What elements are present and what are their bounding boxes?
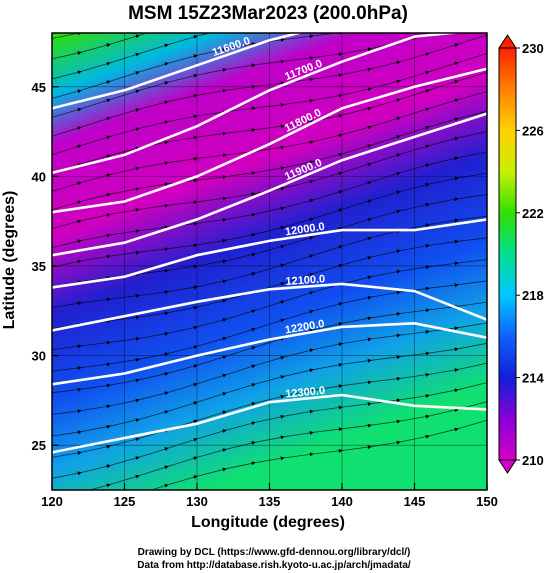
contour-line (52, 33, 304, 110)
contour-line (52, 282, 487, 332)
colorbar-ticks: 210 214 218 222 226 230 (516, 41, 544, 468)
x-tick-label: 130 (186, 494, 208, 509)
y-tick-label: 25 (32, 438, 46, 453)
colorbar-tick-label: 214 (522, 371, 544, 386)
colorbar-min-arrow (498, 459, 517, 474)
contour-label: 12100.0 (285, 273, 326, 288)
colorbar-tick-label: 222 (522, 206, 544, 221)
colorbar-gradient (498, 47, 517, 461)
contour-line (52, 33, 464, 175)
x-axis: 120 125 130 135 140 145 150 (41, 483, 498, 509)
colorbar-tick-label: 230 (522, 41, 544, 56)
grid-lines (52, 33, 487, 490)
x-tick-label: 135 (259, 494, 281, 509)
y-tick-label: 40 (32, 169, 46, 184)
chart-title: MSM 15Z23Mar2023 (200.0hPa) (128, 3, 408, 24)
y-axis: 25 30 35 40 45 (32, 80, 59, 453)
contour-line (52, 67, 487, 214)
colorbar-tick-label: 210 (522, 453, 544, 468)
streamlines (52, 33, 487, 490)
streamline (52, 419, 487, 490)
colorbar: 210 214 218 222 226 230 (498, 34, 544, 474)
y-tick-label: 30 (32, 349, 46, 364)
footer-credit-data: Data from http://database.rish.kyoto-u.a… (137, 560, 411, 571)
y-tick-label: 45 (32, 80, 46, 95)
x-tick-label: 120 (41, 494, 63, 509)
contour-line (52, 218, 487, 289)
x-tick-label: 145 (404, 494, 426, 509)
chart: MSM 15Z23Mar2023 (200.0hPa) 11600.011700… (1, 3, 544, 531)
x-tick-label: 125 (114, 494, 136, 509)
colorbar-tick-label: 226 (522, 123, 544, 138)
x-axis-title: Longitude (degrees) (191, 514, 345, 531)
footer-credit-drawing: Drawing by DCL (https://www.gfd-dennou.o… (137, 547, 411, 558)
contour-line (52, 112, 487, 257)
contour-label: 12000.0 (284, 221, 325, 239)
y-tick-label: 35 (32, 259, 46, 274)
plot-field: 11600.011700.011800.011900.012000.012100… (52, 33, 487, 490)
colorbar-tick-label: 218 (522, 288, 544, 303)
contour-line (52, 321, 487, 386)
x-tick-label: 140 (331, 494, 353, 509)
y-axis-title: Latitude (degrees) (1, 191, 18, 330)
contour-line (52, 393, 487, 454)
colorbar-max-arrow (498, 34, 517, 49)
contour-label: 12300.0 (285, 385, 326, 401)
x-tick-label: 150 (476, 494, 498, 509)
